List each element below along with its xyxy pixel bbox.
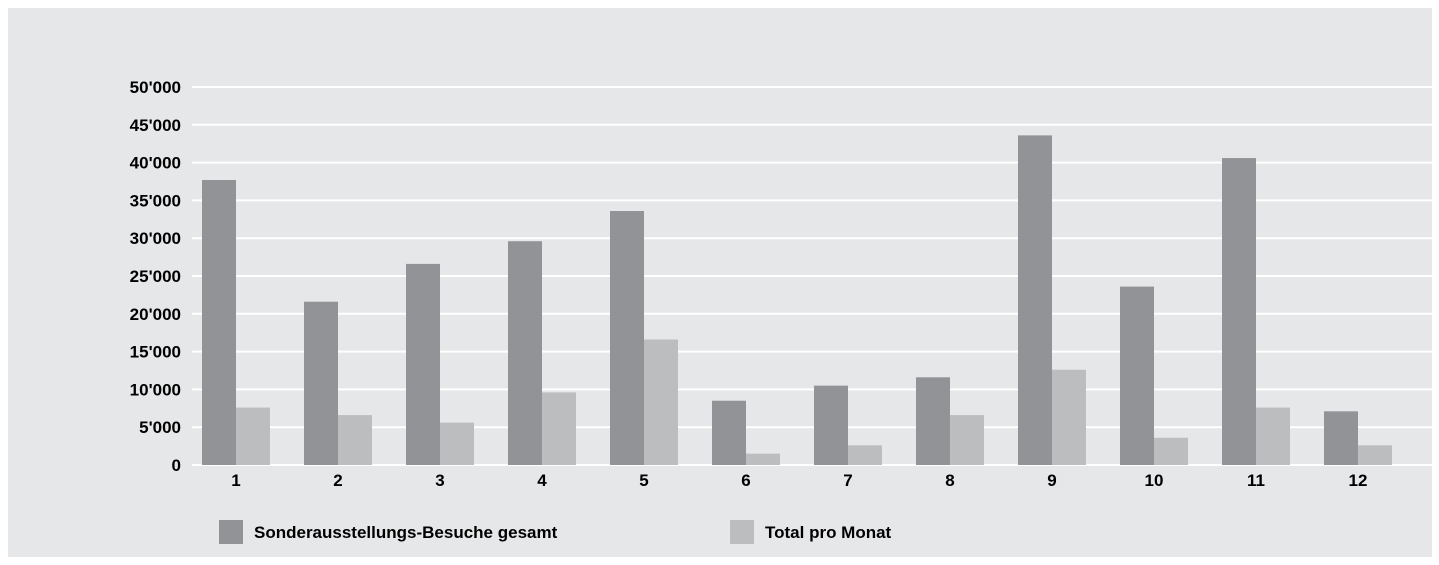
- bar-series-1: [712, 400, 746, 465]
- x-tick-label: 10: [1145, 471, 1164, 490]
- legend-swatch-series-2: [730, 520, 754, 544]
- bar-series-2: [1052, 369, 1086, 465]
- x-tick-label: 2: [333, 471, 342, 490]
- y-tick-label: 40'000: [130, 154, 181, 173]
- bar-series-1: [202, 179, 236, 465]
- legend-swatch-series-1: [219, 520, 243, 544]
- bar-series-2: [1358, 445, 1392, 465]
- bar-series-1: [1120, 286, 1154, 465]
- bar-series-2: [950, 415, 984, 465]
- y-tick-label: 30'000: [130, 229, 181, 248]
- bar-chart: 0 5'000 10'000 15'000 20'000 25'000 30'000 35'0…: [130, 78, 1432, 544]
- x-tick-label: 3: [435, 471, 444, 490]
- y-tick-label: 0: [172, 456, 181, 475]
- chart-panel: 0 5'000 10'000 15'000 20'000 25'000 30'000 35'0…: [8, 8, 1432, 557]
- y-tick-label: 25'000: [130, 267, 181, 286]
- y-tick-label: 15'000: [130, 343, 181, 362]
- x-tick-label: 8: [945, 471, 954, 490]
- bar-series-1: [610, 210, 644, 465]
- y-axis-ticks: 0 5'000 10'000 15'000 20'000 25'000 30'000 35'0…: [130, 78, 181, 475]
- y-tick-label: 20'000: [130, 305, 181, 324]
- bar-series-1: [406, 263, 440, 465]
- x-tick-label: 12: [1349, 471, 1368, 490]
- y-tick-label: 50'000: [130, 78, 181, 97]
- bar-series-1: [814, 385, 848, 465]
- bar-series-2: [440, 422, 474, 465]
- bar-series-1: [916, 377, 950, 465]
- bar-series-1: [304, 301, 338, 465]
- y-tick-label: 45'000: [130, 116, 181, 135]
- x-tick-label: 7: [843, 471, 852, 490]
- bar-series-2: [236, 407, 270, 465]
- bars: [202, 135, 1392, 465]
- x-tick-label: 1: [231, 471, 240, 490]
- bar-series-2: [1154, 437, 1188, 465]
- legend-label-series-2: Total pro Monat: [765, 523, 892, 542]
- x-tick-label: 11: [1247, 471, 1265, 490]
- bar-series-2: [746, 453, 780, 465]
- bar-series-2: [848, 445, 882, 465]
- y-tick-label: 5'000: [139, 418, 181, 437]
- bar-series-1: [1324, 411, 1358, 465]
- bar-series-2: [644, 339, 678, 465]
- bar-series-2: [542, 392, 576, 465]
- bar-series-2: [338, 415, 372, 465]
- x-axis-ticks: 1 2 3 4 5 6 7 8 9 10 11 12: [231, 471, 1367, 490]
- y-tick-label: 10'000: [130, 380, 181, 399]
- bar-series-1: [1222, 158, 1256, 465]
- x-tick-label: 5: [639, 471, 648, 490]
- x-tick-label: 9: [1047, 471, 1056, 490]
- y-tick-label: 35'000: [130, 191, 181, 210]
- bar-series-1: [1018, 135, 1052, 465]
- legend: Sonderausstellungs-Besuche gesamt Total p…: [219, 520, 892, 544]
- bar-series-1: [508, 241, 542, 465]
- gridlines: [192, 86, 1432, 466]
- x-tick-label: 6: [741, 471, 750, 490]
- legend-label-series-1: Sonderausstellungs-Besuche gesamt: [254, 523, 558, 542]
- bar-series-2: [1256, 407, 1290, 465]
- x-tick-label: 4: [537, 471, 547, 490]
